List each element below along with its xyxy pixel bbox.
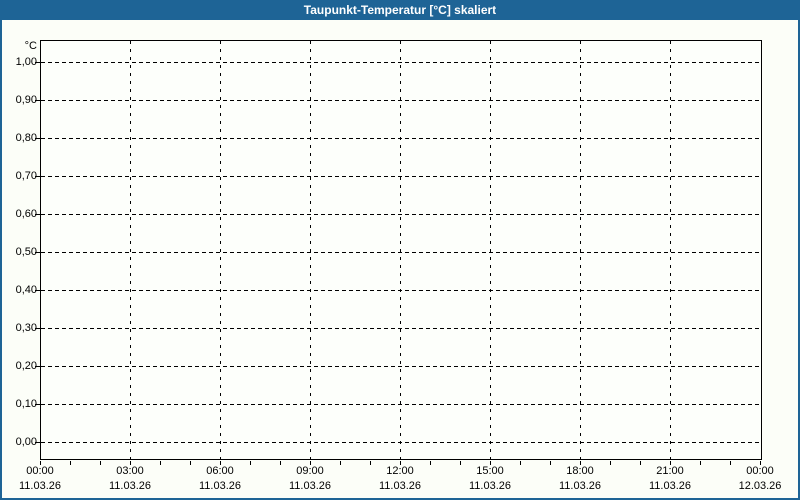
h-gridline (41, 214, 761, 215)
x-tick-time-label: 18:00 (566, 465, 594, 477)
y-tick-label: 0,10 (15, 398, 37, 410)
x-tick-time-label: 03:00 (116, 465, 144, 477)
chart-title: Taupunkt-Temperatur [°C] skaliert (303, 3, 497, 17)
x-tick (220, 461, 221, 465)
window-titlebar: Taupunkt-Temperatur [°C] skaliert (0, 0, 800, 20)
x-tick (490, 461, 491, 465)
h-gridline (41, 252, 761, 253)
x-tick (250, 461, 251, 465)
y-tick-label: 0,40 (15, 284, 37, 296)
x-tick (670, 461, 671, 465)
x-tick-date-label: 12.03.26 (738, 480, 782, 492)
v-gridline (670, 41, 671, 459)
x-tick (550, 461, 551, 465)
v-gridline (220, 41, 221, 459)
x-tick (370, 461, 371, 465)
x-tick-date-label: 11.03.26 (108, 480, 151, 492)
y-tick-label: 0,00 (15, 436, 37, 448)
h-gridline (41, 290, 761, 291)
x-tick-date-label: 11.03.26 (468, 480, 511, 492)
x-tick-time-label: 15:00 (476, 465, 504, 477)
h-gridline (41, 176, 761, 177)
x-tick-date-label: 11.03.26 (558, 480, 601, 492)
x-tick-time-label: 06:00 (206, 465, 234, 477)
y-tick-label: 0,30 (15, 322, 37, 334)
x-tick (40, 461, 41, 465)
y-tick-label: 0,80 (15, 132, 37, 144)
x-tick (280, 461, 281, 465)
x-tick (700, 461, 701, 465)
x-tick-date-label: 11.03.26 (288, 480, 331, 492)
v-gridline (490, 41, 491, 459)
x-tick (520, 461, 521, 465)
h-gridline (41, 62, 761, 63)
y-tick-label: 0,70 (15, 170, 37, 182)
x-tick (460, 461, 461, 465)
y-tick-label: 0,90 (15, 94, 37, 106)
x-tick (70, 461, 71, 465)
y-tick-label: 0,60 (15, 208, 37, 220)
x-tick (340, 461, 341, 465)
x-tick-date-label: 11.03.26 (378, 480, 421, 492)
y-tick-label: 1,00 (15, 56, 37, 68)
y-axis-unit-label: °C (24, 40, 37, 52)
x-tick (730, 461, 731, 465)
x-tick (160, 461, 161, 465)
v-gridline (580, 41, 581, 459)
x-tick-time-label: 00:00 (746, 465, 774, 477)
v-gridline (130, 41, 131, 459)
x-tick-time-label: 21:00 (656, 465, 684, 477)
plot-area (40, 40, 762, 460)
x-tick (130, 461, 131, 465)
x-tick-date-label: 11.03.26 (18, 480, 61, 492)
x-tick-date-label: 11.03.26 (648, 480, 691, 492)
x-tick-date-label: 11.03.26 (198, 480, 241, 492)
x-tick (430, 461, 431, 465)
h-gridline (41, 404, 761, 405)
x-tick-time-label: 12:00 (386, 465, 414, 477)
v-gridline (400, 41, 401, 459)
y-tick-label: 0,50 (15, 246, 37, 258)
x-tick-time-label: 00:00 (26, 465, 54, 477)
y-tick-label: 0,20 (15, 360, 37, 372)
x-tick (640, 461, 641, 465)
h-gridline (41, 138, 761, 139)
h-gridline (41, 442, 761, 443)
x-tick (610, 461, 611, 465)
x-tick (310, 461, 311, 465)
x-tick (190, 461, 191, 465)
x-tick-time-label: 09:00 (296, 465, 324, 477)
h-gridline (41, 100, 761, 101)
h-gridline (41, 366, 761, 367)
v-gridline (310, 41, 311, 459)
h-gridline (41, 328, 761, 329)
x-tick (400, 461, 401, 465)
x-tick (100, 461, 101, 465)
x-tick (760, 461, 761, 465)
x-tick (580, 461, 581, 465)
